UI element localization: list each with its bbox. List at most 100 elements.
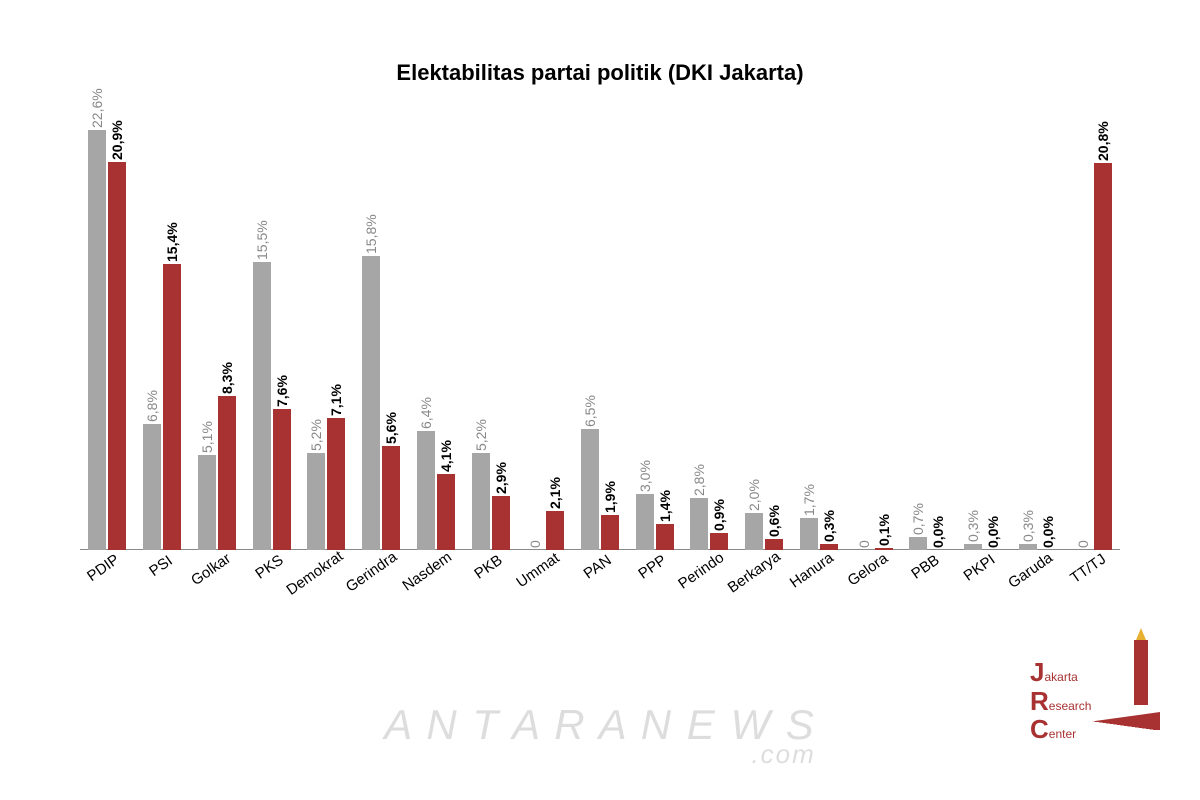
logo-j: J: [1030, 658, 1044, 687]
bar-series2: 15,4%: [163, 264, 181, 550]
bar-series2: 8,3%: [218, 396, 236, 550]
bar-value-label: 6,8%: [144, 390, 160, 422]
bar-group: 22,6%20,9%: [80, 130, 135, 550]
chart-area: 22,6%20,9%6,8%15,4%5,1%8,3%15,5%7,6%5,2%…: [80, 130, 1120, 550]
x-label-text: TT/TJ: [1067, 551, 1109, 587]
bar-value-label: 0,1%: [876, 514, 892, 546]
bar-series2: 0,1%: [875, 548, 893, 550]
bar-value-label: 0,6%: [766, 505, 782, 537]
bar-value-label: 0,0%: [1040, 516, 1056, 548]
bar-value-label: 7,1%: [328, 384, 344, 416]
bar-group: 2,0%0,6%: [737, 513, 792, 550]
bar-series1: 15,8%: [362, 256, 380, 550]
bar-group: 15,5%7,6%: [244, 262, 299, 550]
bar-group: 3,0%1,4%: [627, 494, 682, 550]
bar-value-label: 15,8%: [363, 215, 379, 255]
x-label-text: PBB: [909, 552, 943, 583]
x-label-text: Gerindra: [343, 548, 401, 595]
logo-text: Jakarta Research Center: [1030, 658, 1091, 744]
bar-series1: 2,8%: [690, 498, 708, 550]
x-label-text: Ummat: [514, 549, 563, 591]
x-label-text: PKS: [252, 552, 286, 583]
bar-value-label: 0: [1075, 540, 1091, 548]
bar-group: 02,1%: [518, 511, 573, 550]
x-label-text: PSI: [146, 552, 176, 580]
monas-icon: [1134, 640, 1148, 705]
bar-series2: 5,6%: [382, 446, 400, 550]
logo-line1: akarta: [1044, 670, 1077, 684]
bar-series1: 6,4%: [417, 431, 435, 550]
bar-value-label: 1,7%: [801, 485, 817, 517]
bar-series2: 2,1%: [546, 511, 564, 550]
bar-value-label: 15,5%: [254, 220, 270, 260]
bar-series2: 2,9%: [492, 496, 510, 550]
bar-series1: 2,0%: [745, 513, 763, 550]
bar-group: 2,8%0,9%: [682, 498, 737, 550]
bar-series2: 20,8%: [1094, 163, 1112, 550]
bar-series1: 6,8%: [143, 424, 161, 550]
bar-value-label: 6,5%: [582, 395, 598, 427]
bar-series1: 1,7%: [800, 518, 818, 550]
bar-series2: 0,3%: [820, 544, 838, 550]
bar-group: 6,4%4,1%: [408, 431, 463, 550]
bar-series1: 0,3%: [1019, 544, 1037, 550]
bar-value-label: 20,8%: [1095, 122, 1111, 162]
bar-series1: 0,7%: [909, 537, 927, 550]
bar-series2: 7,1%: [327, 418, 345, 550]
bar-group: 5,2%2,9%: [463, 453, 518, 550]
x-label-text: PPP: [635, 552, 669, 583]
bar-group: 5,1%8,3%: [189, 396, 244, 550]
bar-group: 00,1%: [846, 548, 901, 550]
bar-group: 0,7%0,0%: [901, 537, 956, 550]
bar-series1: 5,2%: [472, 453, 490, 550]
bar-value-label: 3,0%: [637, 460, 653, 492]
bar-value-label: 5,6%: [383, 412, 399, 444]
bar-value-label: 0,3%: [1020, 511, 1036, 543]
bar-value-label: 15,4%: [164, 222, 180, 262]
bar-group: 6,5%1,9%: [573, 429, 628, 550]
bars-container: 22,6%20,9%6,8%15,4%5,1%8,3%15,5%7,6%5,2%…: [80, 130, 1120, 550]
x-label-text: PDIP: [84, 551, 122, 585]
bar-value-label: 5,2%: [308, 419, 324, 451]
x-label-text: PAN: [580, 552, 614, 583]
bar-value-label: 0: [527, 540, 543, 548]
x-label-text: Hanura: [787, 549, 837, 591]
bar-group: 1,7%0,3%: [792, 518, 847, 550]
bar-series1: 6,5%: [581, 429, 599, 550]
bar-series2: 7,6%: [273, 409, 291, 550]
bar-value-label: 1,9%: [602, 481, 618, 513]
x-label-text: Golkar: [188, 550, 234, 589]
bar-value-label: 0,3%: [965, 511, 981, 543]
bar-series2: 1,4%: [656, 524, 674, 550]
bar-group: 5,2%7,1%: [299, 418, 354, 550]
bar-series1: 5,1%: [198, 455, 216, 550]
x-label-text: PKB: [471, 552, 505, 583]
bar-value-label: 0: [856, 540, 872, 548]
bar-value-label: 0,7%: [910, 503, 926, 535]
x-label-text: Berkarya: [725, 548, 784, 596]
bar-value-label: 1,4%: [657, 490, 673, 522]
bar-value-label: 5,1%: [199, 421, 215, 453]
bar-group: 15,8%5,6%: [354, 256, 409, 550]
bar-series2: 20,9%: [108, 162, 126, 550]
bar-series1: 15,5%: [253, 262, 271, 550]
bar-value-label: 0,9%: [711, 499, 727, 531]
bar-group: 0,3%0,0%: [956, 544, 1011, 550]
jrc-logo: Jakarta Research Center: [1030, 640, 1160, 730]
bar-value-label: 20,9%: [109, 120, 125, 160]
bar-series2: 1,9%: [601, 515, 619, 550]
x-label-text: Perindo: [676, 549, 728, 593]
x-label-text: Gelora: [844, 550, 891, 590]
x-label-text: Demokrat: [284, 548, 347, 599]
bar-series1: 0,3%: [964, 544, 982, 550]
bar-value-label: 4,1%: [438, 440, 454, 472]
bar-group: 0,3%0,0%: [1010, 544, 1065, 550]
bar-value-label: 2,8%: [691, 464, 707, 496]
x-label-text: PKPI: [961, 551, 999, 585]
x-label-text: Garuda: [1005, 549, 1056, 592]
bar-group: 6,8%15,4%: [135, 264, 190, 550]
bar-value-label: 2,0%: [746, 479, 762, 511]
logo-r: R: [1030, 687, 1049, 716]
bar-series1: 5,2%: [307, 453, 325, 550]
watermark: A N T A R A N E W S .com: [384, 701, 816, 770]
